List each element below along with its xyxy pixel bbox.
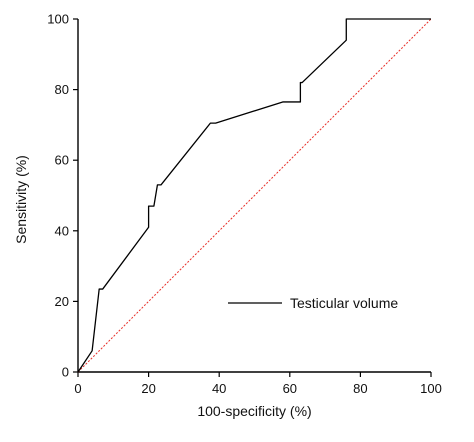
y-tick-label: 0 [62, 365, 69, 380]
y-tick-label: 40 [55, 223, 69, 238]
x-tick-label: 40 [212, 381, 226, 396]
x-tick-label: 60 [283, 381, 297, 396]
x-axis-title: 100-specificity (%) [197, 403, 311, 419]
y-tick-label: 60 [55, 153, 69, 168]
x-tick-label: 80 [353, 381, 367, 396]
roc-curve-testicular-volume [77, 18, 431, 373]
x-tick-label: 100 [420, 381, 442, 396]
legend: Testicular volume [228, 295, 398, 311]
y-tick-label: 80 [55, 82, 69, 97]
x-tick-label: 0 [74, 381, 81, 396]
x-tick-label: 20 [141, 381, 155, 396]
axes [77, 19, 431, 373]
y-tick-label: 100 [47, 12, 69, 27]
y-axis-title: Sensitivity (%) [13, 155, 29, 244]
ticks: 0 20 40 60 80 100 0 20 40 60 80 100 [47, 12, 442, 397]
y-tick-label: 20 [55, 294, 69, 309]
series-group [77, 18, 432, 373]
reference-diagonal-line [77, 18, 432, 373]
legend-label-testicular-volume: Testicular volume [290, 295, 398, 311]
